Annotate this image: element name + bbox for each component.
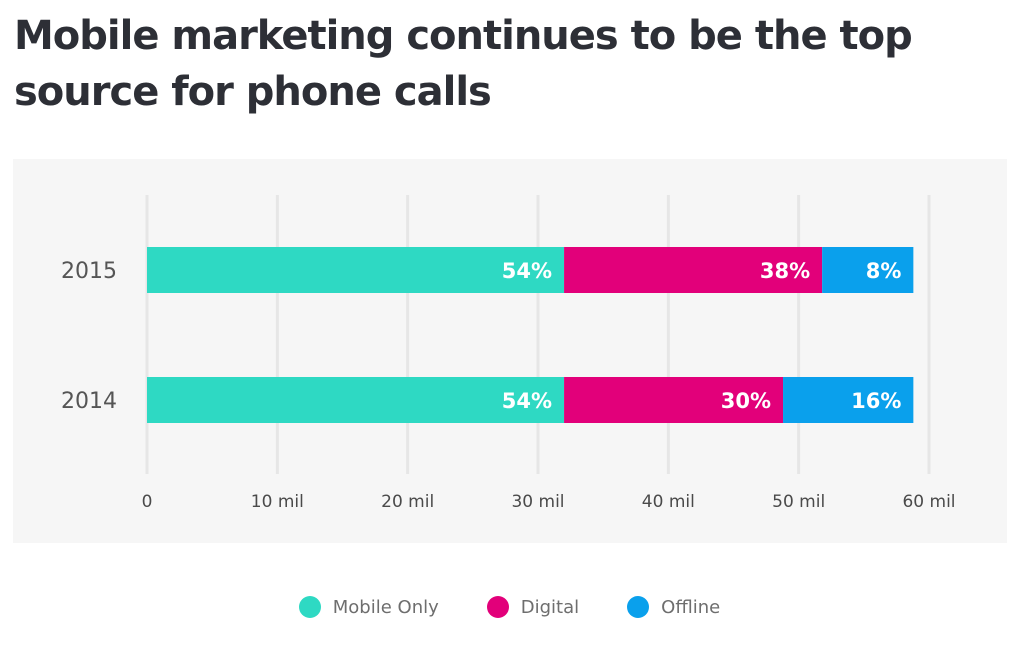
x-tick-label-30: 30 mil — [511, 492, 564, 512]
chart-legend: Mobile Only Digital Offline — [0, 596, 1019, 618]
data-label-offline-2015: 8% — [866, 259, 902, 283]
y-category-label-2014: 2014 — [61, 389, 117, 414]
chart-panel — [13, 159, 1007, 543]
legend-swatch-offline — [627, 596, 650, 618]
chart-title: Mobile marketing continues to be the top… — [14, 13, 913, 115]
y-category-label-2015: 2015 — [61, 259, 117, 284]
legend-item-digital[interactable]: Digital — [486, 596, 580, 618]
data-label-mobile-only-2015: 54% — [502, 259, 552, 283]
legend-swatch-digital — [486, 596, 509, 618]
bar-offline-2015 — [822, 247, 914, 293]
data-label-digital-2015: 38% — [760, 259, 810, 283]
bar-digital-2014 — [564, 377, 784, 423]
x-tick-label-10: 10 mil — [251, 492, 304, 512]
bar-mobile-only-2015 — [147, 247, 565, 293]
data-label-mobile-only-2014: 54% — [502, 389, 552, 413]
legend-swatch-mobile-only — [298, 596, 321, 618]
legend-label-digital: Digital — [520, 596, 580, 618]
legend-item-offline[interactable]: Offline — [627, 596, 720, 618]
legend-label-offline: Offline — [661, 596, 721, 618]
x-tick-label-40: 40 mil — [642, 492, 695, 512]
data-label-offline-2014: 16% — [851, 389, 901, 413]
data-label-digital-2014: 30% — [721, 389, 771, 413]
x-tick-label-50: 50 mil — [772, 492, 825, 512]
x-tick-label-20: 20 mil — [381, 492, 434, 512]
x-tick-label-60: 60 mil — [902, 492, 955, 512]
legend-label-mobile-only: Mobile Only — [332, 596, 439, 618]
legend-item-mobile-only[interactable]: Mobile Only — [298, 596, 439, 618]
x-tick-label-0: 0 — [142, 492, 153, 512]
bar-offline-2014 — [783, 377, 914, 423]
bar-digital-2015 — [564, 247, 823, 293]
bar-mobile-only-2014 — [147, 377, 565, 423]
